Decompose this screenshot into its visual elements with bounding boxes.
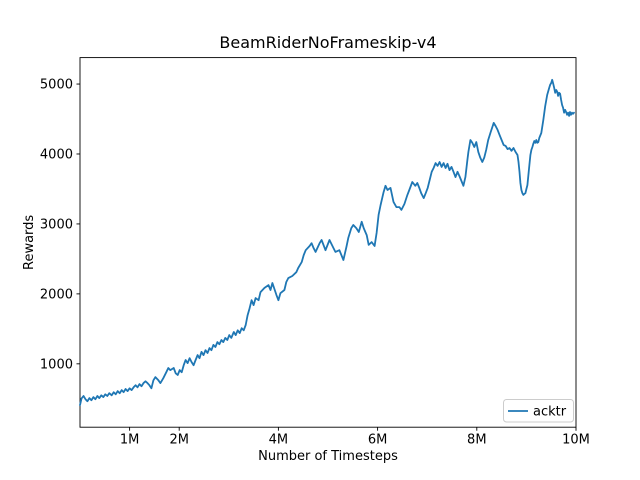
legend-box [503, 399, 574, 423]
y-tick-label: 2000 [40, 287, 73, 302]
y-tick-label: 3000 [40, 217, 73, 232]
y-tick-label: 4000 [40, 147, 73, 162]
x-tick-label: 1M [120, 433, 140, 448]
x-axis-label: Number of Timesteps [258, 449, 398, 464]
x-axis-ticks: 1M 2M 4M 6M 8M 10M [120, 427, 590, 448]
chart-title: BeamRiderNoFrameskip-v4 [219, 33, 436, 52]
legend: acktr [503, 399, 574, 423]
x-tick-label: 8M [467, 433, 487, 448]
x-tick-label: 4M [269, 433, 289, 448]
x-tick-label: 10M [562, 433, 590, 448]
y-tick-label: 1000 [40, 357, 73, 372]
y-axis-label: Rewards [22, 215, 37, 270]
series-line-acktr [79, 78, 575, 406]
legend-label: acktr [533, 405, 567, 420]
x-tick-label: 2M [169, 433, 189, 448]
y-tick-label: 5000 [40, 78, 73, 93]
y-axis-ticks: 1000 2000 3000 4000 5000 [40, 78, 80, 372]
x-tick-label: 6M [368, 433, 388, 448]
